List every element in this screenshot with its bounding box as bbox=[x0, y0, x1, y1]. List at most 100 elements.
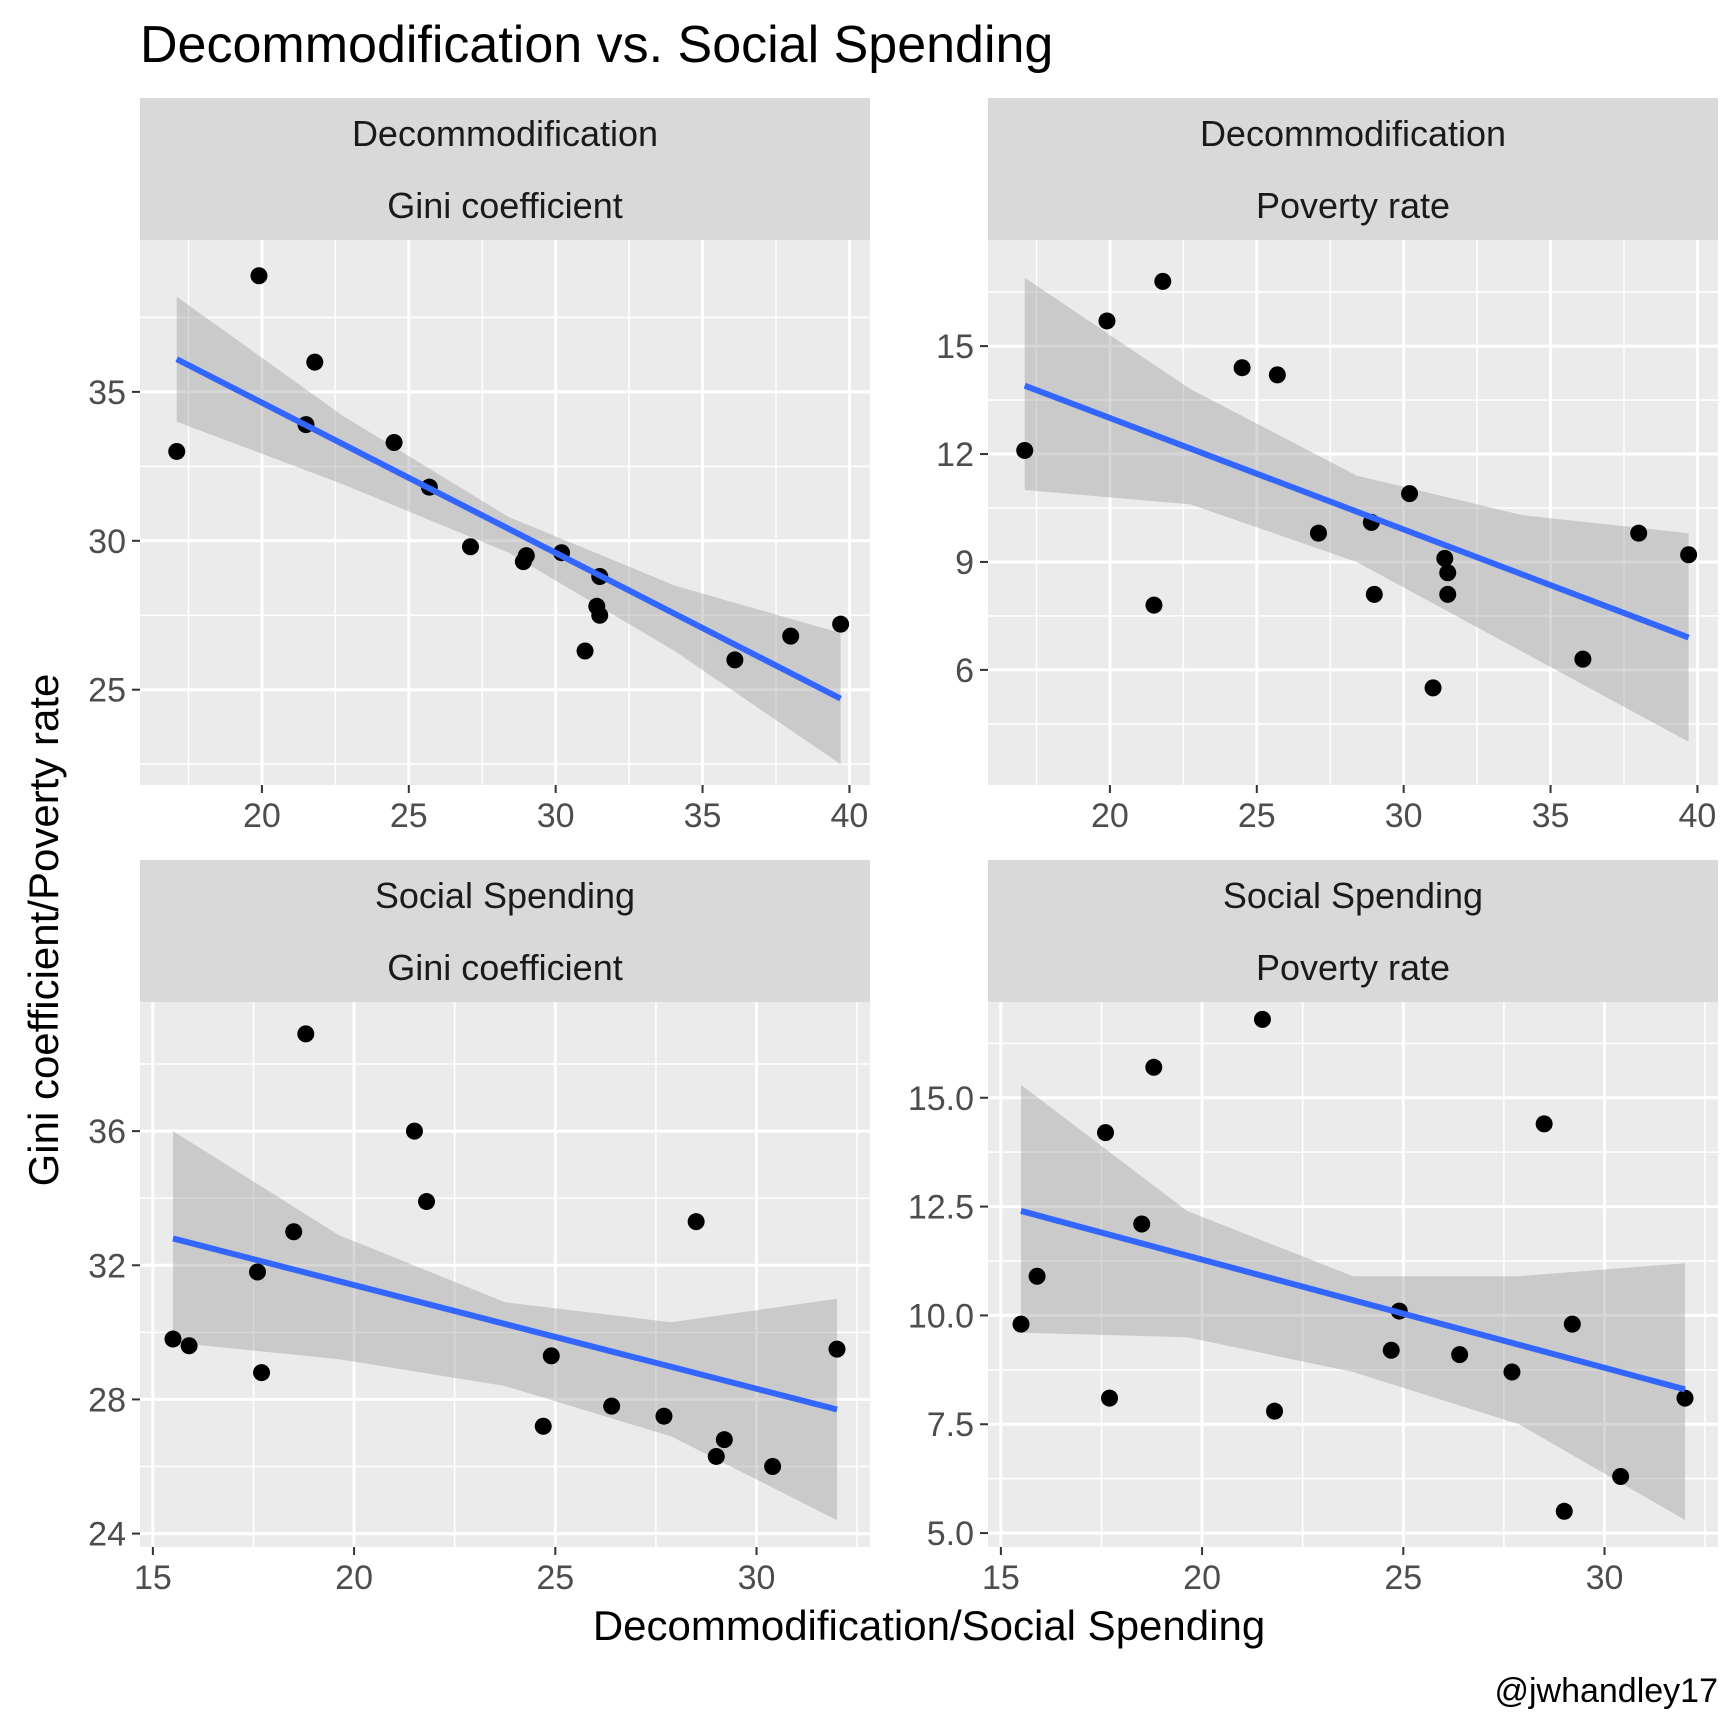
x-tick-label: 20 bbox=[1091, 797, 1129, 835]
facet-panel-1: Decommodification Gini coefficient 20 25 30 3… bbox=[88, 98, 870, 835]
facet-panel-3: Social Spending Gini coefficient 15 20 25 30 2… bbox=[88, 860, 870, 1597]
data-point bbox=[1436, 549, 1454, 567]
data-point bbox=[534, 1417, 552, 1435]
data-point bbox=[1233, 359, 1251, 377]
strip-label: Gini coefficient bbox=[387, 185, 622, 226]
strip-background bbox=[140, 98, 870, 170]
y-tick-label: 24 bbox=[88, 1516, 126, 1554]
x-tick-label: 20 bbox=[243, 797, 281, 835]
x-tick-label: 40 bbox=[1679, 797, 1717, 835]
regression-line bbox=[172, 1235, 838, 1413]
y-tick-label: 7.5 bbox=[927, 1406, 974, 1444]
data-point bbox=[1555, 1502, 1573, 1520]
data-point bbox=[707, 1447, 725, 1465]
y-tick-label: 35 bbox=[88, 374, 126, 412]
y-tick-label: 5.0 bbox=[927, 1515, 974, 1553]
data-point bbox=[1424, 679, 1442, 697]
data-point bbox=[180, 1337, 198, 1355]
strip-background bbox=[140, 170, 870, 242]
regression-line bbox=[1020, 1208, 1686, 1393]
regression-line bbox=[175, 356, 842, 702]
data-point bbox=[168, 442, 186, 460]
strip-label: Poverty rate bbox=[1256, 185, 1450, 226]
data-point bbox=[1382, 1341, 1400, 1359]
x-tick-label: 15 bbox=[982, 1559, 1020, 1597]
data-point bbox=[250, 267, 268, 285]
data-point bbox=[1680, 546, 1698, 564]
caption: @jwhandley17 bbox=[1494, 1672, 1718, 1710]
strip-background bbox=[988, 170, 1718, 242]
x-tick-label: 40 bbox=[831, 797, 869, 835]
y-tick-label: 30 bbox=[88, 523, 126, 561]
data-point bbox=[1439, 585, 1457, 603]
data-point bbox=[1535, 1115, 1553, 1133]
strip-background bbox=[140, 860, 870, 932]
data-point bbox=[517, 547, 535, 565]
data-point bbox=[418, 1193, 436, 1211]
data-point bbox=[306, 353, 324, 371]
data-point bbox=[1365, 585, 1383, 603]
data-point bbox=[285, 1223, 303, 1241]
data-point bbox=[1309, 524, 1327, 542]
y-tick-label: 15.0 bbox=[908, 1080, 974, 1118]
data-point bbox=[576, 642, 594, 660]
data-point bbox=[1676, 1389, 1694, 1407]
data-point bbox=[1268, 366, 1286, 384]
data-point bbox=[1503, 1363, 1521, 1381]
y-tick-label: 28 bbox=[88, 1381, 126, 1419]
strip-label: Gini coefficient bbox=[387, 947, 622, 988]
strip-label: Poverty rate bbox=[1256, 947, 1450, 988]
data-point bbox=[385, 434, 403, 452]
x-tick-label: 35 bbox=[1532, 797, 1570, 835]
x-tick-label: 30 bbox=[738, 1559, 776, 1597]
x-tick-label: 25 bbox=[1238, 797, 1276, 835]
y-tick-label: 12.5 bbox=[908, 1189, 974, 1227]
y-axis-title: Gini coefficient/Poverty rate bbox=[20, 674, 67, 1187]
strip-label: Decommodification bbox=[352, 113, 658, 154]
facet-panel-4: Social Spending Poverty rate 15 20 25 30 5.0 7.… bbox=[908, 860, 1718, 1597]
data-point bbox=[655, 1407, 673, 1425]
data-point bbox=[1563, 1315, 1581, 1333]
data-point bbox=[726, 651, 744, 669]
strip-background bbox=[988, 860, 1718, 932]
y-tick-label: 6 bbox=[955, 652, 974, 690]
data-point bbox=[715, 1431, 733, 1449]
strip-background bbox=[988, 932, 1718, 1004]
data-point bbox=[1630, 524, 1648, 542]
data-point bbox=[828, 1340, 846, 1358]
data-point bbox=[249, 1263, 267, 1281]
y-tick-label: 25 bbox=[88, 672, 126, 710]
x-tick-label: 15 bbox=[134, 1559, 172, 1597]
data-point bbox=[764, 1458, 782, 1476]
data-point bbox=[1016, 441, 1034, 459]
data-point bbox=[591, 606, 609, 624]
regression-line bbox=[1023, 382, 1690, 641]
x-tick-label: 25 bbox=[1384, 1559, 1422, 1597]
x-tick-label: 20 bbox=[1183, 1559, 1221, 1597]
strip-label: Social Spending bbox=[375, 875, 635, 916]
data-point bbox=[1401, 485, 1419, 503]
data-point bbox=[164, 1330, 182, 1348]
data-point bbox=[1266, 1402, 1284, 1420]
x-axis-title: Decommodification/Social Spending bbox=[593, 1602, 1265, 1649]
data-point bbox=[1574, 650, 1592, 668]
strip-background bbox=[988, 98, 1718, 170]
data-point bbox=[1012, 1315, 1030, 1333]
strip-label: Social Spending bbox=[1223, 875, 1483, 916]
data-point bbox=[297, 1025, 315, 1043]
data-point bbox=[1612, 1467, 1630, 1485]
data-point bbox=[1145, 596, 1163, 614]
strip-label: Decommodification bbox=[1200, 113, 1506, 154]
data-point bbox=[832, 615, 850, 633]
data-point bbox=[1253, 1010, 1271, 1028]
data-point bbox=[461, 538, 479, 556]
x-tick-label: 30 bbox=[1586, 1559, 1624, 1597]
data-point bbox=[1154, 272, 1172, 290]
x-tick-label: 20 bbox=[335, 1559, 373, 1597]
y-tick-label: 15 bbox=[936, 328, 974, 366]
data-point bbox=[1098, 312, 1116, 330]
strip-background bbox=[140, 932, 870, 1004]
y-tick-label: 9 bbox=[955, 544, 974, 582]
data-point bbox=[1028, 1267, 1046, 1285]
